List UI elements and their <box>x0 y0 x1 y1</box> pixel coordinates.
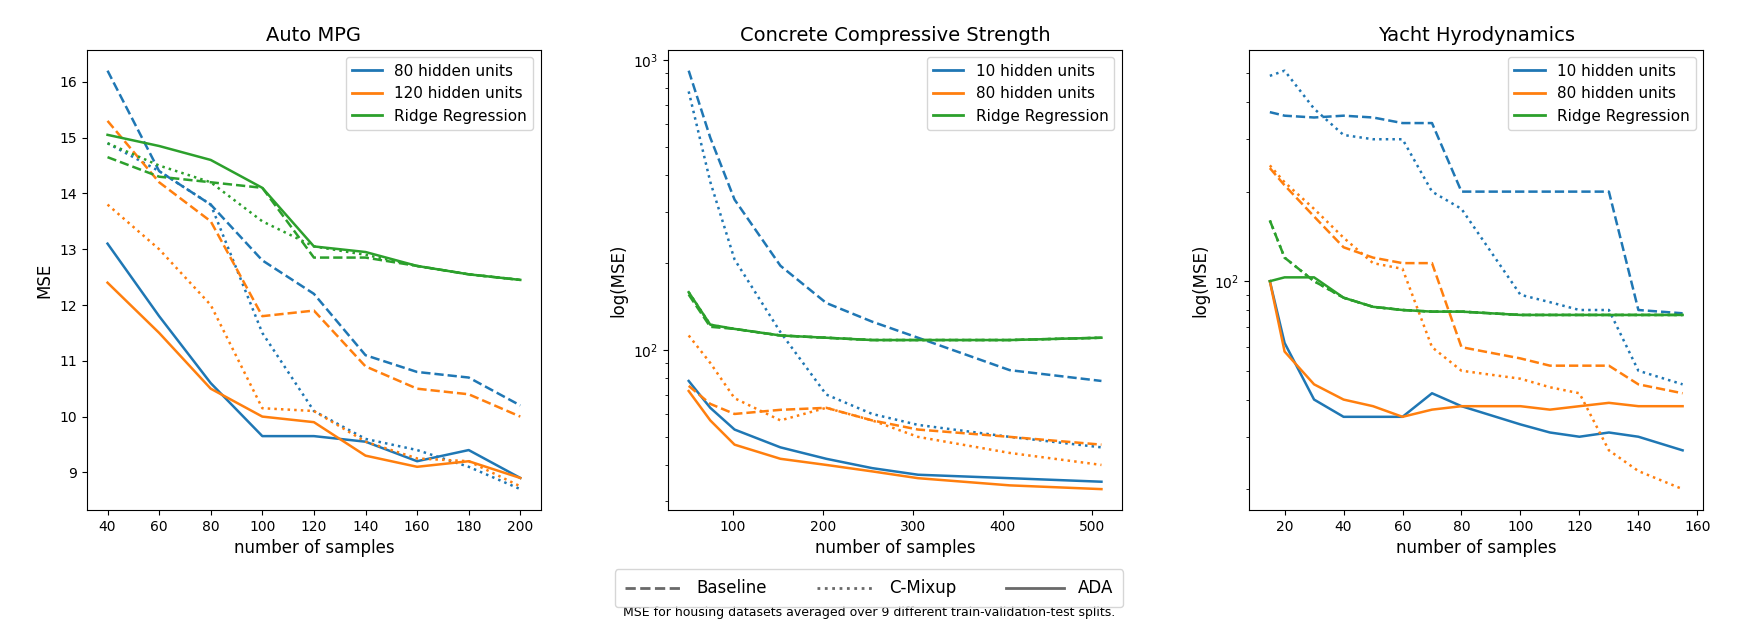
Text: MSE for housing datasets averaged over 9 different train-validation-test splits.: MSE for housing datasets averaged over 9… <box>622 606 1116 619</box>
Y-axis label: log(MSE): log(MSE) <box>1191 243 1210 317</box>
X-axis label: number of samples: number of samples <box>233 539 395 557</box>
Title: Concrete Compressive Strength: Concrete Compressive Strength <box>740 26 1050 45</box>
X-axis label: number of samples: number of samples <box>815 539 975 557</box>
Legend: 10 hidden units, 80 hidden units, Ridge Regression: 10 hidden units, 80 hidden units, Ridge … <box>926 57 1114 130</box>
Title: Yacht Hyrodynamics: Yacht Hyrodynamics <box>1378 26 1575 45</box>
Y-axis label: MSE: MSE <box>36 262 54 297</box>
X-axis label: number of samples: number of samples <box>1396 539 1557 557</box>
Legend: Baseline, C-Mixup, ADA: Baseline, C-Mixup, ADA <box>615 570 1123 608</box>
Y-axis label: log(MSE): log(MSE) <box>610 243 627 317</box>
Title: Auto MPG: Auto MPG <box>266 26 362 45</box>
Legend: 10 hidden units, 80 hidden units, Ridge Regression: 10 hidden units, 80 hidden units, Ridge … <box>1509 57 1696 130</box>
Legend: 80 hidden units, 120 hidden units, Ridge Regression: 80 hidden units, 120 hidden units, Ridge… <box>346 57 534 130</box>
